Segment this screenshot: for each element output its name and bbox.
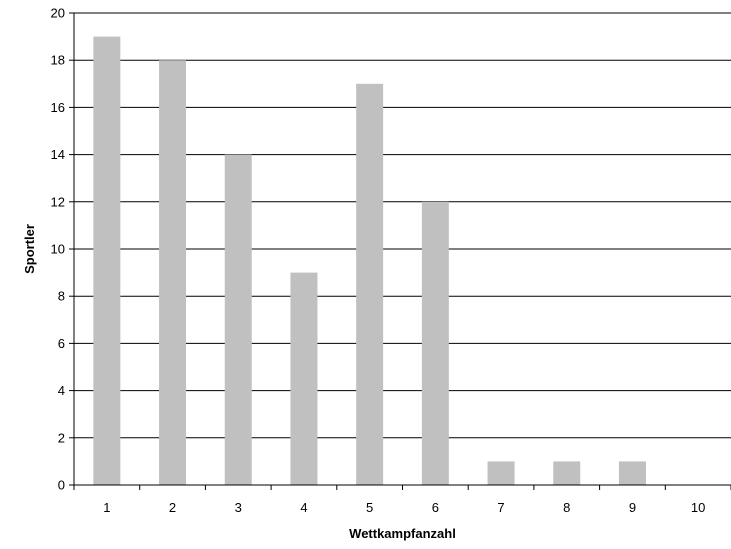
x-tick-label: 4	[300, 500, 307, 515]
x-tick-label: 10	[691, 500, 705, 515]
x-tick-label: 3	[235, 500, 242, 515]
bar-3	[225, 155, 252, 485]
x-tick-label: 7	[497, 500, 504, 515]
y-tick-label: 16	[51, 100, 65, 115]
bar-1	[93, 37, 120, 485]
x-tick-label: 6	[432, 500, 439, 515]
x-tick-label: 1	[103, 500, 110, 515]
x-tick-labels: 1 2 3 4 5 6 7 8 9 10	[74, 485, 731, 515]
y-tick-label: 8	[58, 289, 65, 304]
x-tick-label: 5	[366, 500, 373, 515]
y-axis-title: Sportler	[22, 224, 37, 274]
x-tick-label: 8	[563, 500, 570, 515]
bar-7	[488, 461, 515, 485]
x-tick-label: 2	[169, 500, 176, 515]
bar-4	[290, 273, 317, 485]
y-tick-label: 12	[51, 194, 65, 209]
bars	[93, 37, 646, 485]
y-tick-label: 6	[58, 336, 65, 351]
y-tick-label: 2	[58, 430, 65, 445]
x-tick-label: 9	[629, 500, 636, 515]
bar-6	[422, 202, 449, 485]
bar-5	[356, 84, 383, 485]
y-tick-label: 10	[51, 242, 65, 257]
y-tick-label: 14	[51, 147, 65, 162]
y-tick-label: 20	[51, 6, 65, 21]
y-tick-label: 4	[58, 383, 65, 398]
bar-8	[553, 461, 580, 485]
x-axis-title: Wettkampfanzahl	[349, 526, 456, 541]
y-tick-label: 0	[58, 478, 65, 493]
bar-2	[159, 60, 186, 485]
y-tick-label: 18	[51, 53, 65, 68]
bar-9	[619, 461, 646, 485]
y-tick-labels: 0 2 4 6 8 10 12 14 16 18 20	[51, 6, 74, 493]
